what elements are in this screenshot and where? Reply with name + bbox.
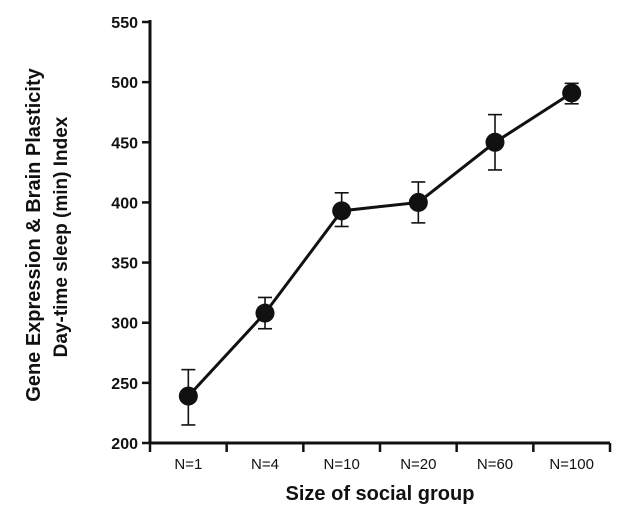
data-point [178,386,198,406]
y-axis-title-line-2: Day-time sleep (min) Index [51,116,72,357]
x-tick-label: N=1 [174,456,202,473]
y-tick-label: 200 [111,436,138,453]
x-tick-label: N=60 [477,456,513,473]
data-point [332,201,352,221]
data-point [255,303,275,323]
y-tick-label: 550 [111,15,138,32]
y-axis-ticks: 200 250 300 350 400 450 500 550 [111,15,150,453]
y-tick-label: 250 [111,376,138,393]
y-tick-label: 350 [111,256,138,273]
y-tick-label: 450 [111,135,138,152]
y-tick-label: 300 [111,316,138,333]
series-line [187,91,573,398]
x-tick-label: N=100 [549,456,594,473]
axes [148,20,610,445]
plot-area [178,82,582,426]
x-tick-label: N=4 [251,456,279,473]
data-point [562,83,582,103]
x-axis-title: Size of social group [286,483,475,505]
y-tick-label: 400 [111,195,138,212]
x-tick-label: N=10 [324,456,360,473]
y-tick-label: 500 [111,75,138,92]
y-axis-title-line-1: Gene Expression & Brain Plasticity [23,67,45,401]
data-point [408,192,428,212]
data-point [485,132,505,152]
x-tick-label: N=20 [400,456,436,473]
x-axis-ticks: N=1 N=4 N=10 N=20 N=60 N=100 [148,443,612,473]
